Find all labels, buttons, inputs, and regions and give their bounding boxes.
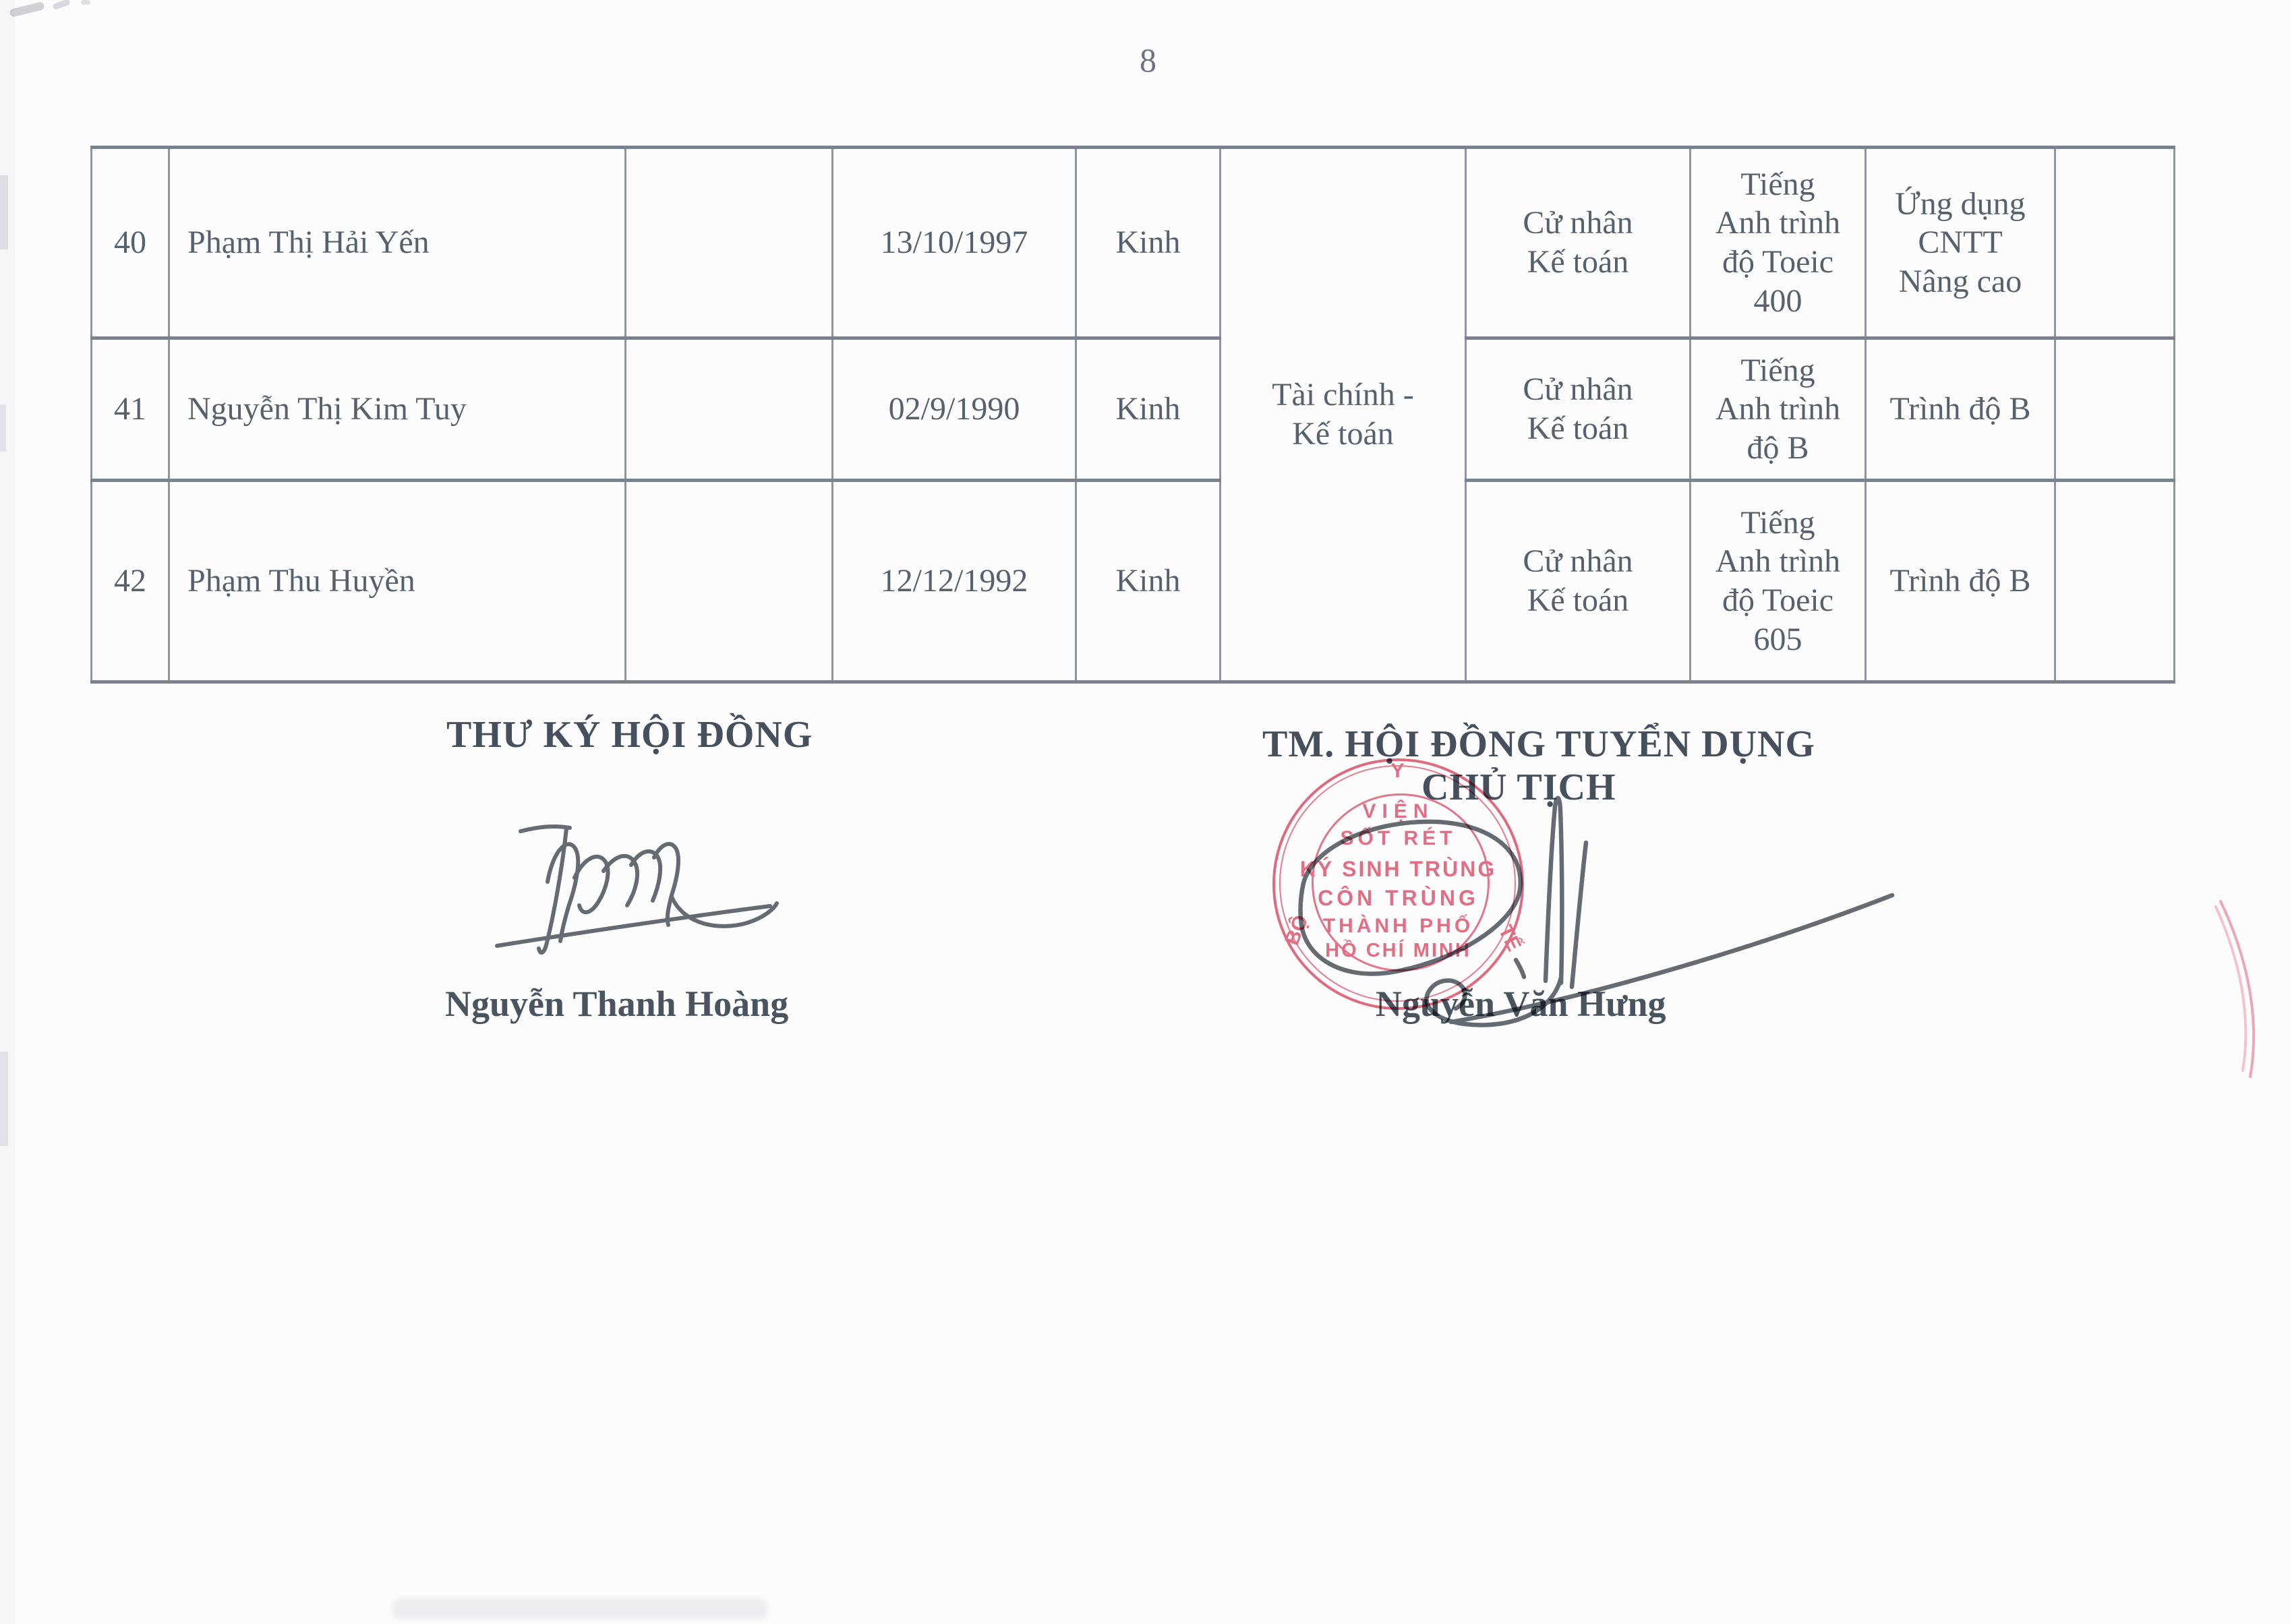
cell-stt: 41 (90, 336, 170, 482)
cell-english: Tiếng Anh trình độ Toeic 605 (1689, 479, 1867, 684)
cell-empty (2054, 336, 2175, 482)
chairman-signature (1298, 795, 1895, 1027)
cell-it: Ứng dụng CNTT Nâng cao (1865, 146, 2056, 340)
official-red-stamp: Y VIỆN SỐT RÉT KÝ SINH TRÙNG CÔN TRÙNG T… (1272, 758, 1525, 1010)
cell-name: Phạm Thị Hải Yến (168, 146, 626, 340)
stamp-middle-ring (1279, 765, 1516, 1002)
cell-ethnic: Kinh (1075, 146, 1221, 340)
cell-empty (2054, 479, 2175, 684)
cell-stt: 42 (90, 479, 170, 684)
table-row: 40 Phạm Thị Hải Yến 13/10/1997 Kinh Tài … (90, 146, 2175, 684)
cell-major-merged: Tài chính - Kế toán (1219, 146, 1467, 684)
secretary-name: Nguyễn Thanh Hoàng (445, 984, 789, 1024)
applicant-table-wrap: 40 Phạm Thị Hải Yến 13/10/1997 Kinh Tài … (90, 146, 2175, 684)
cell-empty (624, 479, 833, 684)
cell-ethnic: Kinh (1075, 479, 1221, 684)
cell-it: Trình độ B (1865, 479, 2056, 684)
stamp-text-line: VIỆN (1362, 800, 1434, 822)
stamp-text-line: CÔN TRÙNG (1318, 886, 1479, 910)
cell-it: Trình độ B (1865, 336, 2056, 482)
cell-dob: 13/10/1997 (831, 146, 1077, 340)
stamp-ring-text-top: Y (1390, 760, 1406, 782)
table-row: 42 Phạm Thu Huyền 12/12/1992 Kinh Cử nhâ… (90, 479, 2175, 684)
stray-stamp-arc (2214, 900, 2256, 1078)
table-row: 41 Nguyễn Thị Kim Tuy 02/9/1990 Kinh Cử … (90, 336, 2175, 482)
secretary-title: THƯ KÝ HỘI ĐỒNG (446, 714, 813, 756)
applicant-table: 40 Phạm Thị Hải Yến 13/10/1997 Kinh Tài … (90, 146, 2175, 684)
cell-empty (2054, 146, 2175, 340)
cell-dob: 02/9/1990 (831, 336, 1077, 482)
stamp-text-line: SỐT RÉT (1340, 827, 1457, 849)
stamp-text-line: KÝ SINH TRÙNG (1299, 857, 1497, 881)
cell-stt: 40 (90, 146, 170, 340)
cell-empty (624, 336, 833, 482)
chairman-title: TM. HỘI ĐỒNG TUYỂN DỤNG (1262, 723, 1816, 765)
cell-english: Tiếng Anh trình độ Toeic 400 (1689, 146, 1867, 340)
page-number: 8 (1140, 41, 1156, 79)
cell-english: Tiếng Anh trình độ B (1689, 336, 1867, 482)
cell-degree: Cử nhân Kế toán (1465, 479, 1691, 684)
cell-degree: Cử nhân Kế toán (1465, 146, 1691, 340)
cell-dob: 12/12/1992 (831, 479, 1077, 684)
secretary-signature (495, 824, 779, 955)
cell-name: Nguyễn Thị Kim Tuy (168, 336, 626, 482)
cell-ethnic: Kinh (1075, 336, 1221, 482)
cell-empty (624, 146, 833, 340)
cell-name: Phạm Thu Huyền (168, 479, 626, 684)
stamp-text-line: THÀNH PHỐ (1322, 915, 1474, 937)
cell-degree: Cử nhân Kế toán (1465, 336, 1691, 482)
